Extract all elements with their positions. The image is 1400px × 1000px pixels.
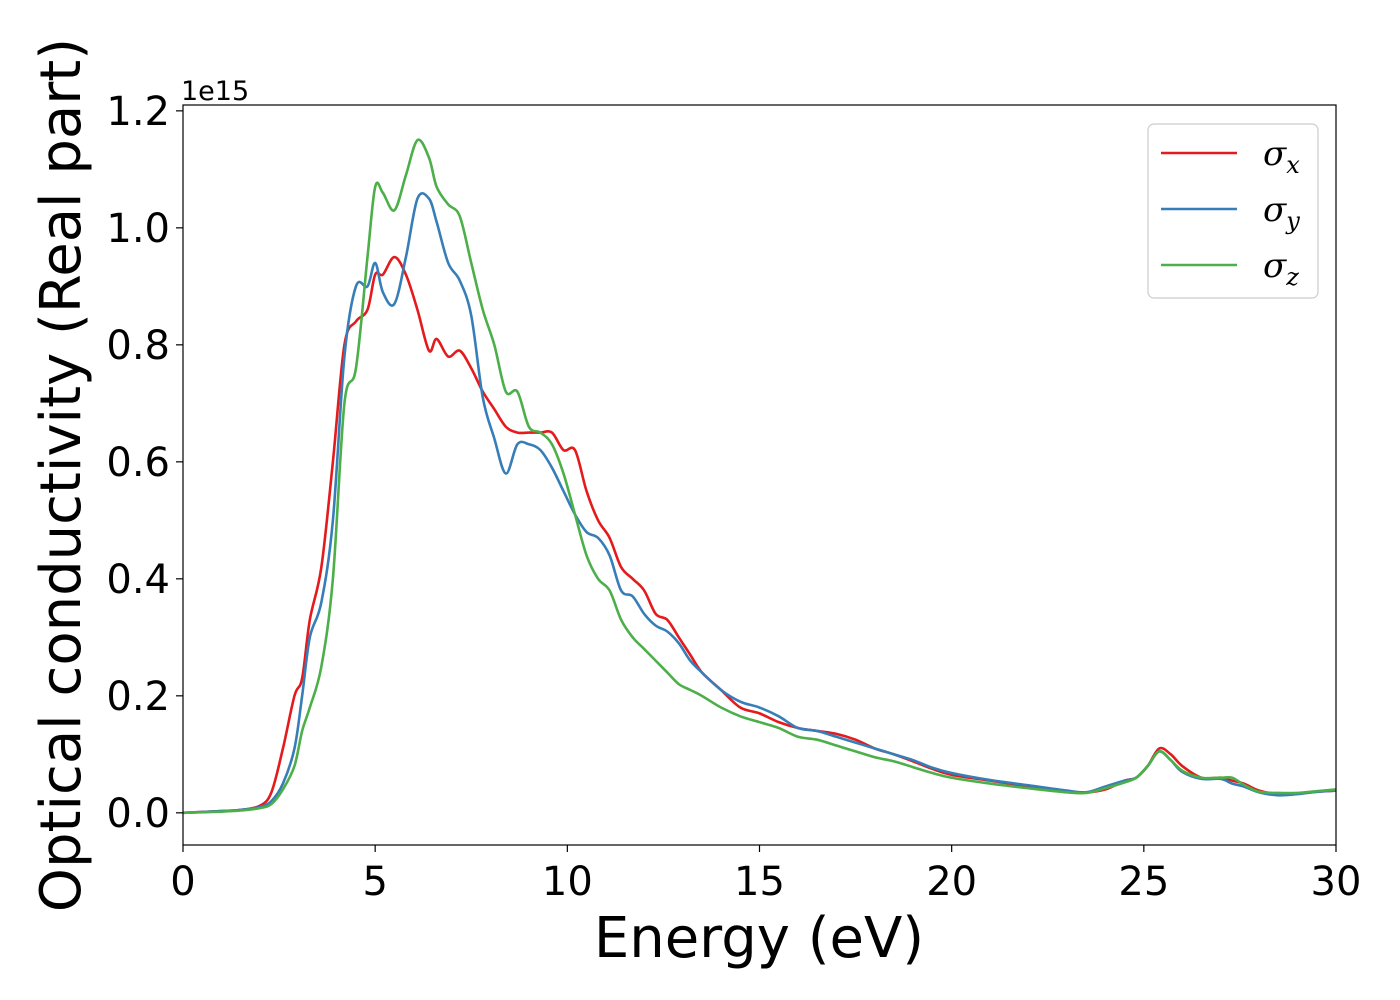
series-layer	[182, 138, 1337, 815]
x-tick-label: 20	[926, 859, 977, 905]
y-tick-label: 1.2	[106, 89, 170, 135]
x-axis: 0 5 10 15 20 25 30	[170, 845, 1361, 905]
legend-symbol: σ	[1263, 134, 1287, 174]
y-axis-label: Optical conductivity (Real part)	[29, 38, 94, 912]
x-tick-label: 5	[362, 859, 387, 905]
x-tick-label: 30	[1311, 859, 1362, 905]
x-tick-label: 15	[734, 859, 785, 905]
y-tick-label: 0.8	[106, 323, 170, 369]
legend-subscript: y	[1285, 207, 1300, 235]
legend-label-z: σz	[1263, 246, 1299, 291]
legend-subscript: x	[1286, 151, 1300, 179]
x-tick-label: 25	[1118, 859, 1169, 905]
legend-subscript: z	[1285, 263, 1299, 291]
legend-label-y: σy	[1263, 190, 1300, 235]
legend-symbol: σ	[1263, 246, 1287, 286]
legend-label-x: σx	[1263, 134, 1300, 179]
legend-symbol: σ	[1263, 190, 1287, 230]
legend-box	[1147, 123, 1319, 299]
y-tick-label: 0.2	[106, 674, 170, 720]
x-tick-label: 0	[170, 859, 195, 905]
y-axis: 0.0 0.2 0.4 0.6 0.8 1.0 1.2	[106, 89, 183, 837]
x-axis-label: Energy (eV)	[594, 906, 924, 971]
y-tick-label: 1.0	[106, 206, 170, 252]
series-line-z	[182, 138, 1337, 815]
x-tick-label: 10	[542, 859, 593, 905]
y-tick-label: 0.4	[106, 557, 170, 603]
y-offset-label: 1e15	[181, 76, 249, 107]
y-tick-label: 0.0	[106, 791, 170, 837]
y-tick-label: 0.6	[106, 440, 170, 486]
